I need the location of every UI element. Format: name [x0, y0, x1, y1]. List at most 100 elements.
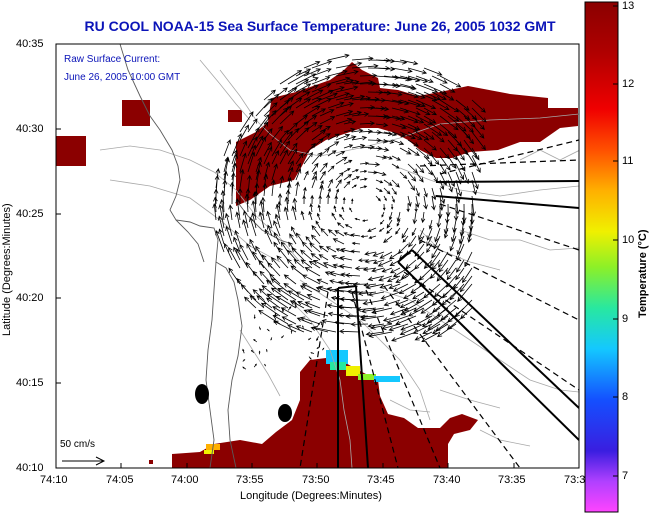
current-vector-arrow	[419, 235, 425, 245]
current-vector-arrow	[275, 295, 297, 309]
current-vector-arrow	[359, 97, 380, 102]
scale-arrow	[62, 456, 106, 466]
current-vector-arrow	[283, 274, 297, 285]
current-vector-arrow	[315, 220, 321, 229]
current-vector-arrow	[263, 141, 272, 157]
current-vector-arrow	[239, 152, 247, 173]
current-vector-arrow	[231, 153, 239, 173]
current-vector-arrow	[351, 241, 361, 246]
current-vector-arrow	[423, 67, 443, 76]
current-vector-arrow	[302, 194, 306, 205]
current-vector-arrow	[344, 281, 361, 286]
current-vector-arrow	[220, 189, 226, 213]
current-vector-arrow	[258, 350, 261, 355]
radar-site-marker	[278, 404, 292, 422]
current-vector-arrow	[423, 147, 434, 157]
current-vector-arrow	[423, 139, 437, 151]
current-vector-arrow	[247, 151, 256, 173]
current-vector-arrow	[351, 112, 370, 117]
current-vector-arrow	[400, 323, 417, 331]
current-vector-arrow	[421, 331, 441, 343]
current-vector-arrow	[271, 107, 289, 125]
current-vector-arrow	[428, 219, 433, 230]
current-vector-arrow	[252, 251, 265, 269]
current-vector-arrow	[411, 227, 417, 237]
current-vector-arrow	[311, 89, 334, 101]
current-vector-arrow	[423, 107, 437, 116]
current-vector-arrow	[471, 147, 480, 161]
current-vector-arrow	[295, 168, 302, 181]
current-vector-arrow	[258, 259, 273, 277]
current-vector-arrow	[260, 302, 281, 317]
current-vector-arrow	[423, 123, 443, 136]
current-vector-arrow	[399, 83, 416, 90]
current-vector-arrow	[335, 188, 339, 197]
y-tick-label: 40:30	[16, 123, 44, 135]
current-vector-arrow	[281, 316, 297, 325]
current-vector-arrow	[293, 259, 305, 269]
current-vector-arrow	[437, 203, 443, 220]
current-vector-arrow	[408, 235, 417, 248]
current-vector-arrow	[392, 283, 409, 292]
current-vector-arrow	[367, 323, 385, 329]
current-vector-arrow	[303, 84, 319, 93]
current-vector-arrow	[415, 107, 431, 116]
current-vector-arrow	[335, 151, 346, 157]
colorbar-tick-label: 8	[622, 391, 629, 403]
current-vector-arrow	[379, 219, 385, 225]
current-vector-arrow	[213, 188, 219, 205]
current-vector-arrow	[383, 299, 401, 307]
current-vector-arrow	[295, 127, 310, 141]
current-vector-arrow	[420, 299, 441, 314]
y-tick-marks	[56, 43, 61, 469]
y-tick-label: 40:25	[16, 208, 44, 220]
x-tick-label: 73:3	[564, 474, 586, 486]
current-vector-arrow	[467, 227, 473, 243]
current-vector-arrow	[447, 171, 455, 188]
current-vector-arrow	[242, 359, 246, 362]
current-vector-arrow	[414, 203, 418, 213]
current-vector-arrow	[362, 299, 385, 306]
current-vector-arrow	[368, 235, 377, 239]
current-vector-arrow	[311, 129, 327, 141]
current-vector-arrow	[327, 141, 340, 149]
current-vector-arrow	[431, 99, 450, 111]
current-vector-arrow	[332, 238, 345, 245]
current-vector-arrow	[365, 331, 385, 337]
current-vector-arrow	[247, 118, 258, 133]
current-vector-arrow	[360, 234, 369, 238]
current-vector-arrow	[383, 179, 393, 186]
current-vector-arrow	[301, 241, 313, 253]
current-vector-arrow	[263, 89, 276, 101]
current-vector-arrow	[266, 210, 273, 229]
current-vector-arrow	[390, 203, 394, 210]
current-vector-arrow	[431, 187, 437, 201]
current-vector-arrow	[343, 173, 353, 181]
current-vector-arrow	[247, 136, 258, 157]
current-vector-arrow	[399, 171, 408, 180]
current-vector-arrow	[407, 75, 429, 83]
current-vector-arrow	[320, 227, 329, 237]
current-vector-arrow	[320, 320, 323, 326]
current-vector-arrow	[399, 107, 421, 116]
current-vector-arrow	[301, 283, 321, 293]
current-vector-arrow	[362, 266, 377, 272]
current-vector-arrow	[319, 180, 324, 189]
current-vector-arrow	[286, 249, 297, 261]
current-vector-arrow	[352, 282, 369, 287]
current-vector-arrow	[287, 142, 298, 157]
current-vector-arrow	[344, 224, 353, 229]
current-vector-arrow	[284, 196, 290, 213]
current-vector-arrow	[311, 162, 319, 173]
current-vector-arrow	[271, 139, 282, 157]
current-vector-arrow	[399, 147, 412, 155]
current-vector-arrow	[439, 99, 460, 113]
current-vector-arrow	[381, 211, 385, 218]
current-vector-arrow	[335, 171, 344, 181]
current-vector-arrow	[223, 139, 231, 157]
current-vector-arrow	[471, 99, 486, 113]
current-vector-arrow	[295, 83, 312, 93]
current-vector-arrow	[272, 314, 289, 325]
scale-label: 50 cm/s	[60, 439, 96, 450]
current-vector-arrow	[379, 251, 393, 259]
